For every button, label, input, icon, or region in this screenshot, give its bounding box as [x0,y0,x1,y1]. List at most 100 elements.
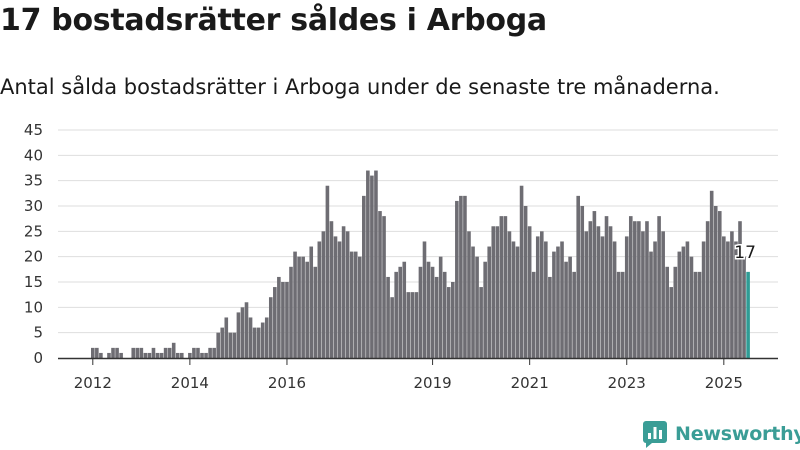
bar [459,195,463,358]
bar [228,332,233,358]
bar [309,246,314,358]
bar [192,347,196,358]
bar [151,347,156,358]
bar [111,347,115,358]
bar [329,221,334,358]
bar [548,276,552,358]
bar [301,256,305,358]
y-tick-label: 30 [24,197,43,215]
bar [446,287,451,358]
bar [451,282,455,358]
bar [135,347,140,358]
bar [734,241,738,358]
highlight-label: 17 [734,243,756,263]
bar [442,271,447,358]
bar [511,241,516,358]
bar [681,246,686,358]
bar [281,282,285,358]
bar [240,307,245,358]
bar [131,347,136,358]
newsworthy-logo-icon [643,420,667,448]
bar [709,190,714,358]
bar [414,292,419,358]
bar [370,175,374,358]
bar [398,266,403,358]
bar [552,251,556,358]
bar [430,266,435,358]
brand-logo: Newsworthy [643,419,800,449]
chart-subtitle: Antal sålda bostadsrätter i Arboga under… [0,75,720,99]
bar [564,261,568,358]
bar [386,276,390,358]
bar [641,231,645,358]
bar [434,276,439,358]
bar [669,287,674,358]
bar [637,221,641,358]
bar [697,271,702,358]
bar [580,206,585,358]
bar [248,317,253,358]
bar [544,241,548,358]
bar [576,195,580,358]
bar [139,347,144,358]
bar [568,256,572,358]
bar [657,216,661,358]
bar [321,231,326,358]
bar [179,352,184,358]
bar [742,256,746,358]
bar [519,185,524,358]
x-tick-label: 2019 [413,374,451,392]
bar [362,195,366,358]
bar [216,332,220,358]
bar [531,271,536,358]
bar [503,216,508,358]
x-tick-label: 2014 [171,374,209,392]
bar [628,216,633,358]
bar [495,226,500,358]
y-tick-label: 35 [24,172,43,190]
bar [624,236,629,358]
bar [539,231,544,358]
bar [143,352,148,358]
bar [645,221,649,358]
bar [171,342,176,358]
bar [677,251,682,358]
x-tick-label: 2012 [74,374,112,392]
bar [426,261,431,358]
x-axis: 2012 2014 2016 2019 2021 2023 2025 [58,357,778,392]
bar [353,251,358,358]
annotations: 17 [733,241,758,264]
y-tick-label: 5 [33,324,43,342]
bar [260,322,265,358]
bar [313,266,318,358]
bar [188,352,192,358]
y-tick-label: 10 [24,298,43,316]
bar [273,287,277,358]
bar [507,231,512,358]
bar [95,347,99,358]
bar [584,231,589,358]
bar [107,352,111,358]
bar [277,276,281,358]
y-axis: 0 5 10 15 20 25 30 35 40 45 [24,121,43,367]
bar [159,352,164,358]
bar [572,271,576,358]
bar [608,226,613,358]
bar [220,327,225,358]
bar [487,246,492,358]
bar [717,211,722,358]
bar [600,236,605,358]
bar [305,261,309,358]
x-tick-label: 2021 [511,374,549,392]
chart-title: 17 bostadsrätter såldes i Arboga [0,3,547,38]
bar [738,221,742,358]
y-tick-label: 40 [24,146,43,164]
bar [730,231,734,358]
bar [422,241,427,358]
bar [685,241,690,358]
bar [244,302,249,358]
bar [713,206,718,358]
bar [633,221,637,358]
x-tick-label: 2025 [705,374,743,392]
bar [256,327,261,358]
